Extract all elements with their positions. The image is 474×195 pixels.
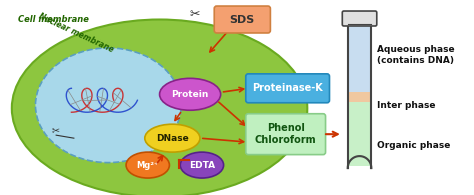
- Text: Aqueous phase
(contains DNA): Aqueous phase (contains DNA): [377, 45, 455, 66]
- Ellipse shape: [36, 48, 181, 163]
- Ellipse shape: [180, 152, 224, 178]
- Text: Mg²⁺: Mg²⁺: [137, 161, 159, 170]
- FancyBboxPatch shape: [214, 6, 270, 33]
- Text: DNase: DNase: [156, 134, 189, 143]
- Ellipse shape: [160, 78, 220, 110]
- Text: Phenol
Chloroform: Phenol Chloroform: [255, 123, 317, 145]
- FancyBboxPatch shape: [342, 11, 377, 26]
- Text: ✂: ✂: [52, 125, 60, 135]
- Ellipse shape: [126, 152, 169, 178]
- Text: ✂: ✂: [190, 8, 201, 21]
- Bar: [349, 92, 370, 102]
- Text: SDS: SDS: [230, 14, 255, 25]
- Text: Protein: Protein: [172, 90, 209, 99]
- Ellipse shape: [12, 20, 307, 195]
- Text: Organic phase: Organic phase: [377, 141, 451, 150]
- Text: Nuclear membrane: Nuclear membrane: [37, 12, 115, 54]
- Text: Cell membrane: Cell membrane: [18, 15, 89, 25]
- Text: EDTA: EDTA: [189, 161, 215, 170]
- FancyBboxPatch shape: [246, 74, 329, 103]
- FancyBboxPatch shape: [246, 114, 326, 155]
- Text: Inter phase: Inter phase: [377, 101, 436, 110]
- Text: Proteinase-K: Proteinase-K: [252, 83, 323, 93]
- Ellipse shape: [145, 124, 200, 152]
- Bar: [349, 102, 370, 166]
- Bar: [349, 27, 370, 92]
